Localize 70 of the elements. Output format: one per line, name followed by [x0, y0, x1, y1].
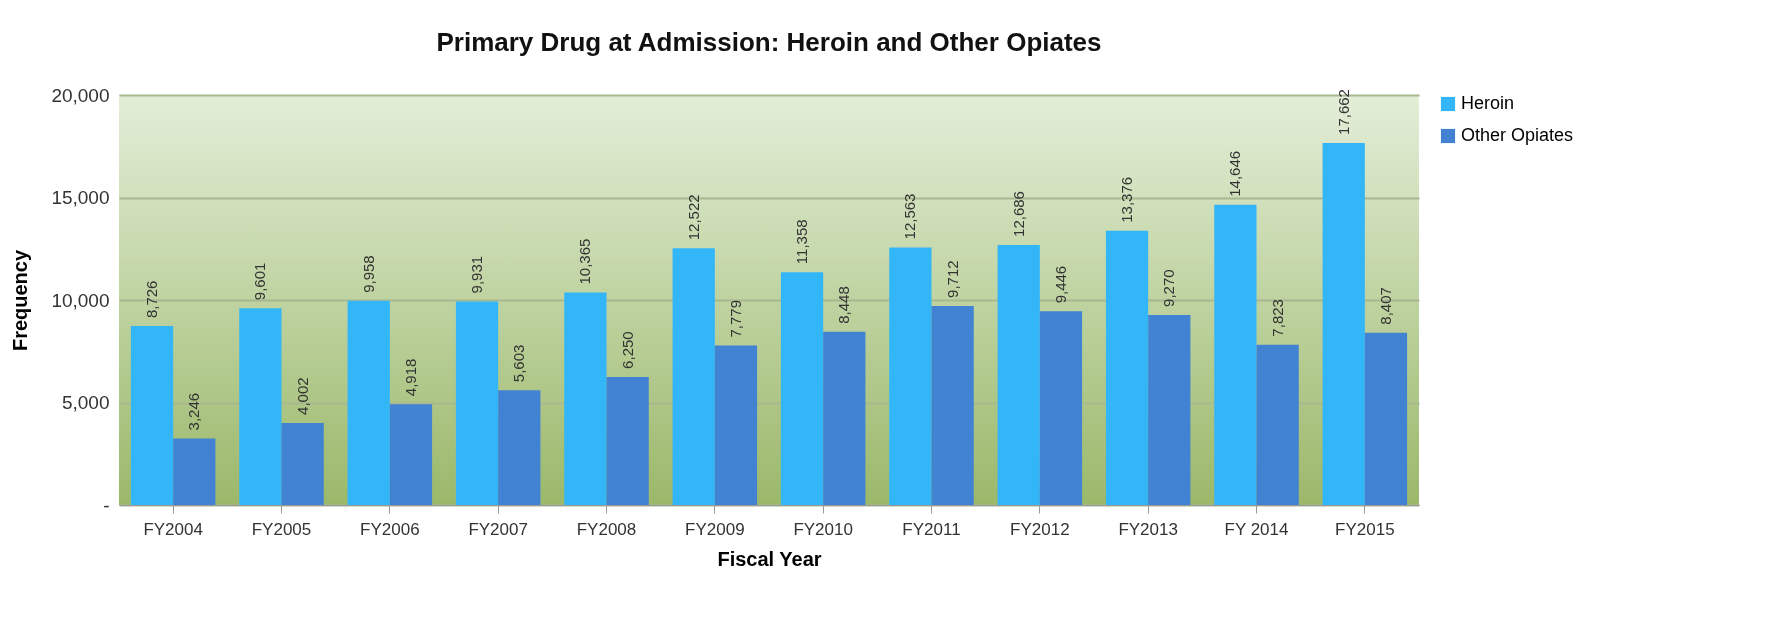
y-tick-label: 10,000: [51, 289, 110, 311]
bar: [455, 301, 499, 505]
x-axis-title: Fiscal Year: [717, 547, 822, 570]
bar: [997, 244, 1040, 505]
legend-label: Heroin: [1461, 93, 1515, 113]
bar: [780, 272, 824, 505]
chart-title: Primary Drug at Admission: Heroin and Other Opiates: [436, 27, 1102, 57]
y-tick-label: -: [103, 494, 110, 516]
data-label: 4,002: [293, 377, 311, 415]
data-label: 8,407: [1376, 287, 1394, 325]
bar: [889, 247, 932, 505]
x-tick-label: FY2011: [902, 519, 961, 539]
data-label: 12,686: [1009, 191, 1027, 237]
data-label: 17,662: [1334, 89, 1352, 135]
x-tick-label: FY2007: [468, 519, 528, 539]
data-label: 9,958: [359, 255, 377, 293]
x-tick-label: FY 2014: [1224, 519, 1289, 539]
bar: [714, 345, 758, 505]
bar: [1105, 230, 1149, 505]
bar: [389, 404, 433, 505]
bar: [173, 438, 216, 505]
x-tick-label: FY2015: [1335, 519, 1395, 539]
data-label: 12,563: [901, 193, 919, 240]
data-label: 7,779: [726, 299, 744, 338]
bar: [1322, 142, 1365, 505]
data-label: 11,358: [793, 219, 811, 265]
x-tick-label: FY2013: [1118, 519, 1178, 539]
bar: [1148, 314, 1191, 505]
data-label: 14,646: [1226, 150, 1244, 197]
data-label: 9,446: [1051, 265, 1069, 304]
y-axis-title: Frequency: [9, 249, 32, 352]
data-label: 13,376: [1118, 176, 1136, 223]
x-tick-label: FY2012: [1010, 519, 1070, 539]
data-label: 9,270: [1160, 269, 1178, 307]
bar: [1256, 344, 1299, 505]
data-label: 5,603: [510, 344, 528, 383]
bar: [347, 300, 390, 505]
x-tick-label: FY2010: [793, 519, 853, 539]
data-label: 12,522: [684, 194, 702, 241]
data-label: 8,726: [143, 280, 161, 319]
data-label: 9,712: [943, 260, 961, 298]
bar: [1364, 332, 1408, 505]
data-label: 3,246: [185, 392, 203, 431]
data-label: 4,918: [401, 358, 419, 397]
data-label: 8,448: [835, 286, 853, 324]
y-tick-label: 5,000: [61, 392, 110, 413]
bar: [130, 326, 174, 505]
data-label: 9,601: [251, 262, 269, 301]
bar: [823, 331, 866, 505]
x-tick-label: FY2009: [685, 519, 745, 539]
bar: [498, 390, 541, 505]
bar: [931, 305, 974, 505]
bar: [672, 248, 715, 505]
data-label: 9,931: [468, 255, 486, 294]
bar: [1039, 311, 1083, 505]
bar: [564, 292, 607, 505]
x-tick-label: FY2006: [360, 519, 420, 539]
y-tick-label: 15,000: [51, 187, 110, 208]
x-tick-label: FY2008: [576, 519, 637, 539]
data-label: 10,365: [576, 238, 594, 285]
bar: [239, 308, 282, 505]
x-tick-label: FY2005: [251, 519, 312, 539]
legend-label: Other Opiates: [1461, 125, 1574, 145]
x-tick-label: FY2004: [143, 519, 203, 539]
bar: [1214, 204, 1257, 505]
data-label: 7,823: [1268, 299, 1286, 337]
bar: [281, 422, 324, 505]
bar: [606, 376, 649, 505]
y-tick-label: 20,000: [51, 84, 110, 106]
data-label: 6,250: [618, 331, 636, 369]
